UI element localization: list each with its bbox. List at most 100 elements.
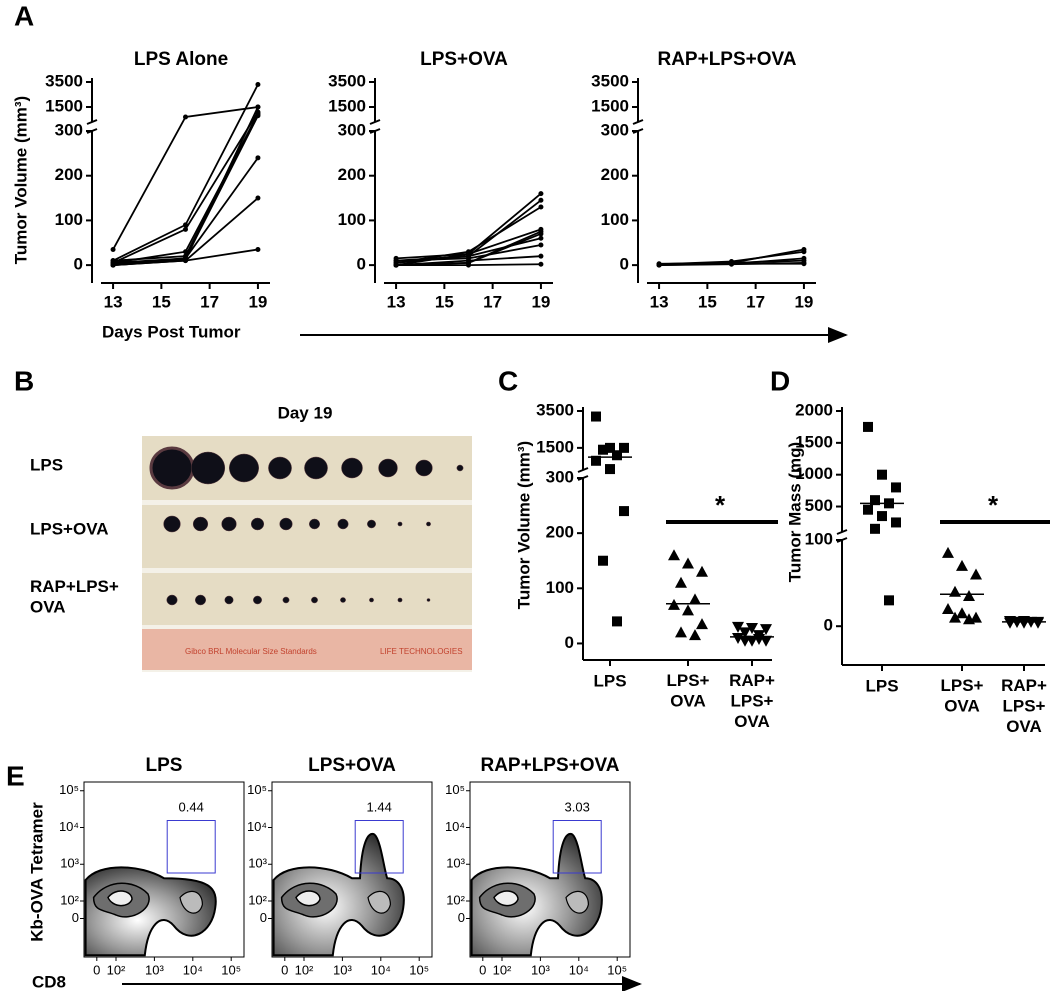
point xyxy=(739,635,751,647)
y-tick-label: 10⁵ xyxy=(59,782,79,797)
y-tick-label: 100 xyxy=(546,578,574,597)
point xyxy=(884,595,894,606)
point xyxy=(110,258,116,264)
point xyxy=(591,455,601,466)
y-axis-label: Tumor Volume (mm³) xyxy=(514,441,533,609)
y-tick-label: 100 xyxy=(805,529,833,548)
point xyxy=(956,607,968,619)
row-label: LPS+OVA xyxy=(30,519,109,538)
x-tick-label: 15 xyxy=(698,292,717,311)
point xyxy=(591,411,601,422)
y-tick-label: 0 xyxy=(357,255,366,274)
point xyxy=(801,261,807,267)
panel-label: D xyxy=(770,365,790,396)
point xyxy=(746,623,758,635)
point xyxy=(538,191,544,197)
y-tick-label: 1500 xyxy=(795,432,833,451)
panel-label: B xyxy=(14,365,34,396)
point xyxy=(942,546,954,558)
y-tick-label: 0 xyxy=(620,255,629,274)
tumor xyxy=(163,515,181,533)
gate-value: 3.03 xyxy=(565,800,590,815)
point xyxy=(110,261,116,267)
tumor xyxy=(190,451,226,485)
y-tick-label: 2000 xyxy=(795,400,833,419)
point xyxy=(183,255,188,261)
point xyxy=(729,261,734,267)
y-tick-label: 100 xyxy=(601,210,629,229)
x-tick-label: 10³ xyxy=(531,962,550,977)
x-tick-label: 19 xyxy=(531,292,550,311)
point xyxy=(656,262,662,268)
tumor xyxy=(229,453,259,483)
x-tick-label: LPS xyxy=(593,671,626,690)
point xyxy=(760,624,772,636)
tumor xyxy=(341,457,363,479)
tumor xyxy=(149,446,195,490)
x-tick-label: 10⁵ xyxy=(409,962,429,977)
x-tick-label: 15 xyxy=(152,292,171,311)
x-tick-label: RAP+ LPS+ OVA xyxy=(729,671,775,731)
density-contour xyxy=(107,890,133,907)
y-tick-label: 300 xyxy=(546,467,574,486)
y-tick-label: 3500 xyxy=(328,71,366,90)
x-tick-label: 0 xyxy=(479,962,486,977)
point xyxy=(963,613,975,625)
point xyxy=(598,555,608,566)
density-contour xyxy=(295,890,321,907)
y-tick-label: 1500 xyxy=(328,96,366,115)
y-tick-label: 10² xyxy=(248,892,267,907)
point xyxy=(255,113,261,119)
axis-break xyxy=(369,119,381,125)
y-tick-label: 1500 xyxy=(45,96,83,115)
panel-label: C xyxy=(498,365,518,396)
point xyxy=(891,482,901,493)
point xyxy=(619,442,629,453)
y-axis-label: Tumor Mass (mg) xyxy=(785,442,804,582)
y-tick-label: 10² xyxy=(60,892,79,907)
tumor xyxy=(279,517,293,531)
point xyxy=(255,104,261,110)
x-tick-label: 10² xyxy=(493,962,512,977)
density-contour xyxy=(493,890,519,907)
point xyxy=(619,506,629,517)
y-tick-label: 0 xyxy=(72,910,79,925)
y-tick-label: 10⁵ xyxy=(247,782,267,797)
point xyxy=(682,604,694,616)
y-tick-label: 10² xyxy=(446,892,465,907)
point xyxy=(538,204,544,210)
ruler-text: LIFE TECHNOLOGIES xyxy=(380,647,463,656)
tumor xyxy=(397,597,403,603)
y-tick-label: 0 xyxy=(565,633,574,652)
tumor xyxy=(268,456,292,480)
density-contour xyxy=(367,890,392,914)
y-tick-label: 100 xyxy=(55,210,83,229)
panel-label: E xyxy=(6,760,25,791)
point xyxy=(863,421,873,432)
x-tick-label: 15 xyxy=(435,292,454,311)
x-tick-label: 10⁴ xyxy=(569,962,589,977)
point xyxy=(538,261,544,267)
x-tick-label: 17 xyxy=(483,292,502,311)
tumor xyxy=(426,598,431,602)
y-tick-label: 10⁴ xyxy=(59,819,79,834)
point xyxy=(863,504,873,515)
gate xyxy=(354,820,404,874)
row-label: RAP+LPS+ OVA xyxy=(30,577,119,616)
tumor xyxy=(397,521,403,527)
density-contour xyxy=(272,832,405,957)
chart-title: LPS Alone xyxy=(134,49,228,70)
x-axis-label: Days Post Tumor xyxy=(102,322,241,341)
tumor xyxy=(304,456,328,480)
x-axis-label: CD8 xyxy=(32,972,66,991)
point xyxy=(255,82,261,87)
point xyxy=(970,568,982,580)
point xyxy=(466,262,471,268)
y-tick-label: 10⁴ xyxy=(247,819,267,834)
x-tick-label: LPS+ OVA xyxy=(941,676,984,715)
point xyxy=(675,626,687,638)
x-tick-label: 10⁴ xyxy=(183,962,203,977)
point xyxy=(877,511,887,522)
y-tick-label: 10⁴ xyxy=(445,819,465,834)
point xyxy=(183,114,188,120)
